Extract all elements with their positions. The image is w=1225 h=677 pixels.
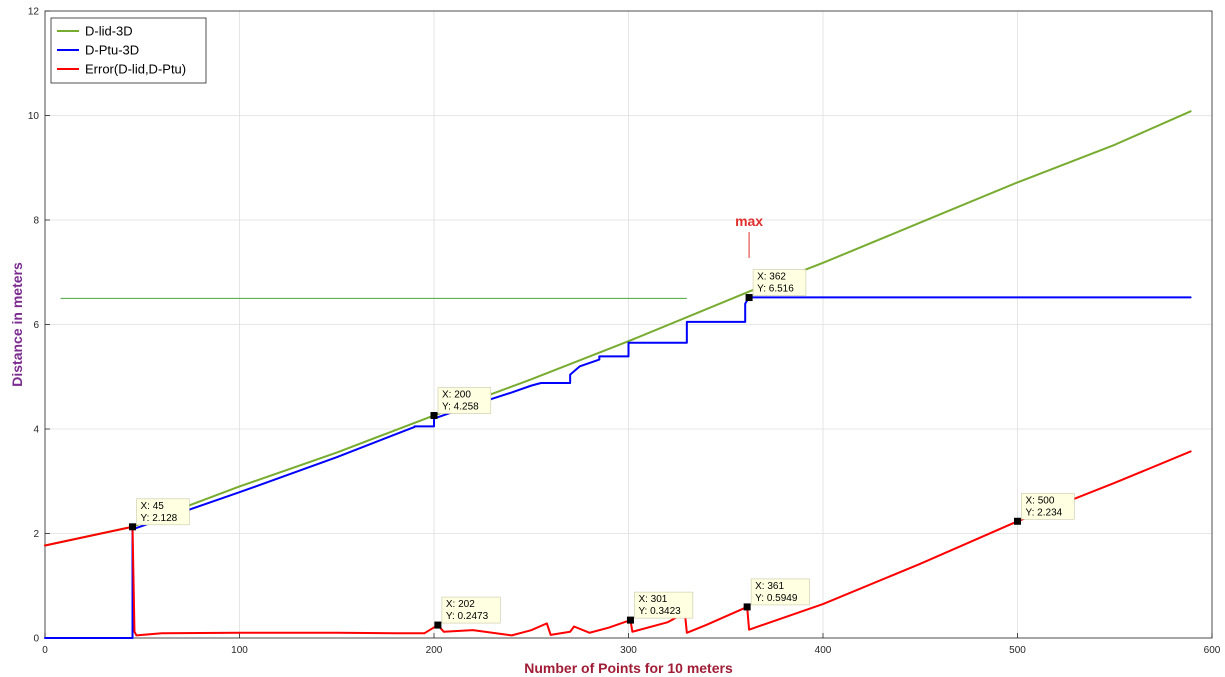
- datatip-box: [750, 578, 810, 606]
- x-tick-label: 400: [815, 645, 832, 656]
- datatip-y-label: Y: 2.128: [141, 513, 178, 524]
- series-layer: [44, 110, 1192, 639]
- x-tick-label: 300: [620, 645, 637, 656]
- datatip-y-label: Y: 0.2473: [446, 611, 489, 622]
- datatip-marker: [626, 616, 634, 624]
- datatip-marker: [129, 523, 137, 531]
- series-line-d-ptu-3d: [44, 296, 1192, 639]
- datatip-y-label: Y: 6.516: [757, 284, 794, 295]
- y-tick-label: 4: [33, 425, 39, 436]
- datatip-x-label: X: 200: [442, 390, 471, 401]
- series-line-d-lid-3d: [44, 110, 1192, 547]
- datatip-marker: [743, 603, 751, 611]
- legend: D-lid-3D D-Ptu-3D Error(D-lid,D-Ptu): [50, 17, 207, 84]
- y-tick-label: 6: [33, 320, 39, 331]
- x-tick-label: 100: [231, 645, 248, 656]
- datatip-marker: [430, 412, 438, 420]
- datatip-x-label: X: 500: [1026, 495, 1055, 506]
- x-tick-label: 0: [42, 645, 48, 656]
- datatip-marker: [745, 294, 753, 302]
- datatip-box: [437, 387, 492, 414]
- x-axis-label: Number of Points for 10 meters: [524, 660, 733, 676]
- series-line-error-d-lid-d-ptu: [44, 450, 1192, 637]
- x-tick-label: 200: [426, 645, 443, 656]
- legend-entry-d-lid-3d: D-lid-3D: [85, 24, 133, 39]
- y-tick-label: 2: [33, 529, 39, 540]
- x-tick-label: 500: [1009, 645, 1026, 656]
- datatip-x-label: X: 362: [757, 272, 786, 283]
- datatip-box: [1021, 492, 1075, 520]
- legend-entry-error-d-lid-d-ptu: Error(D-lid,D-Ptu): [85, 62, 186, 77]
- annotation-layer: max: [735, 213, 763, 258]
- y-tick-label: 10: [28, 111, 40, 122]
- y-axis-label: Distance in meters: [9, 262, 25, 387]
- datatip-box: [752, 269, 807, 296]
- datatip-y-label: Y: 2.234: [1026, 507, 1063, 518]
- datatip-box: [136, 498, 190, 526]
- datatip-x-label: X: 202: [446, 599, 475, 610]
- datatip-x-label: X: 301: [638, 594, 667, 605]
- y-tick-label: 8: [33, 216, 39, 227]
- datatip-x-label: X: 45: [141, 501, 165, 512]
- legend-entry-d-ptu-3d: D-Ptu-3D: [85, 43, 139, 58]
- datatip: X: 45Y: 2.128: [129, 498, 190, 531]
- datatip-y-label: Y: 4.258: [442, 402, 479, 413]
- annotation-max: max: [735, 213, 763, 229]
- datatip-y-label: Y: 0.5949: [755, 593, 798, 604]
- datatip-x-label: X: 361: [755, 581, 784, 592]
- x-tick-label: 600: [1204, 645, 1221, 656]
- datatip-box: [634, 591, 694, 619]
- datatip-box: [441, 596, 501, 624]
- datatip-marker: [434, 621, 442, 629]
- axis-ticks: 0 100 200 300 400 500 600 0 2 4 6 8 10 12: [28, 7, 1221, 657]
- y-tick-label: 12: [28, 7, 40, 18]
- datatip-marker: [1014, 517, 1021, 525]
- y-tick-label: 0: [33, 634, 39, 645]
- datatip-y-label: Y: 0.3423: [638, 606, 681, 617]
